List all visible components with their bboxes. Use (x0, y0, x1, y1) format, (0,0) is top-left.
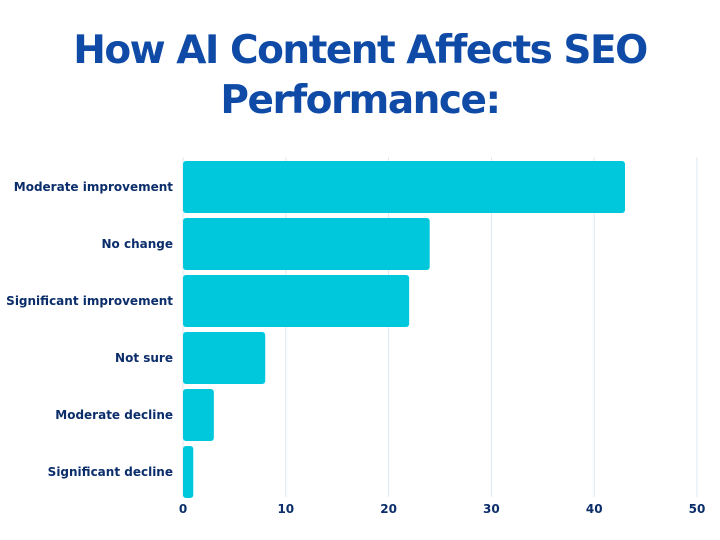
bar (183, 389, 214, 441)
category-label: Significant improvement (6, 294, 173, 308)
x-tick-labels: 0 10 20 30 40 50 (179, 502, 706, 516)
x-tick-label: 0 (179, 502, 187, 516)
bar (183, 161, 626, 213)
category-label: Not sure (115, 351, 173, 365)
x-tick-label: 40 (586, 502, 603, 516)
category-label: Moderate improvement (14, 180, 173, 194)
bar (183, 275, 410, 327)
x-tick-label: 50 (689, 502, 706, 516)
x-tick-label: 20 (380, 502, 397, 516)
chart-title: How AI Content Affects SEO Performance: (73, 28, 648, 123)
bar (183, 218, 430, 270)
bar (183, 446, 194, 498)
category-label: Significant decline (48, 465, 173, 479)
x-tick-label: 30 (483, 502, 500, 516)
bars (183, 161, 626, 498)
category-label: Moderate decline (55, 408, 173, 422)
category-label: No change (102, 237, 174, 251)
category-labels: Moderate improvement No change Significant… (6, 180, 173, 479)
bar (183, 332, 266, 384)
x-tick-label: 10 (277, 502, 294, 516)
